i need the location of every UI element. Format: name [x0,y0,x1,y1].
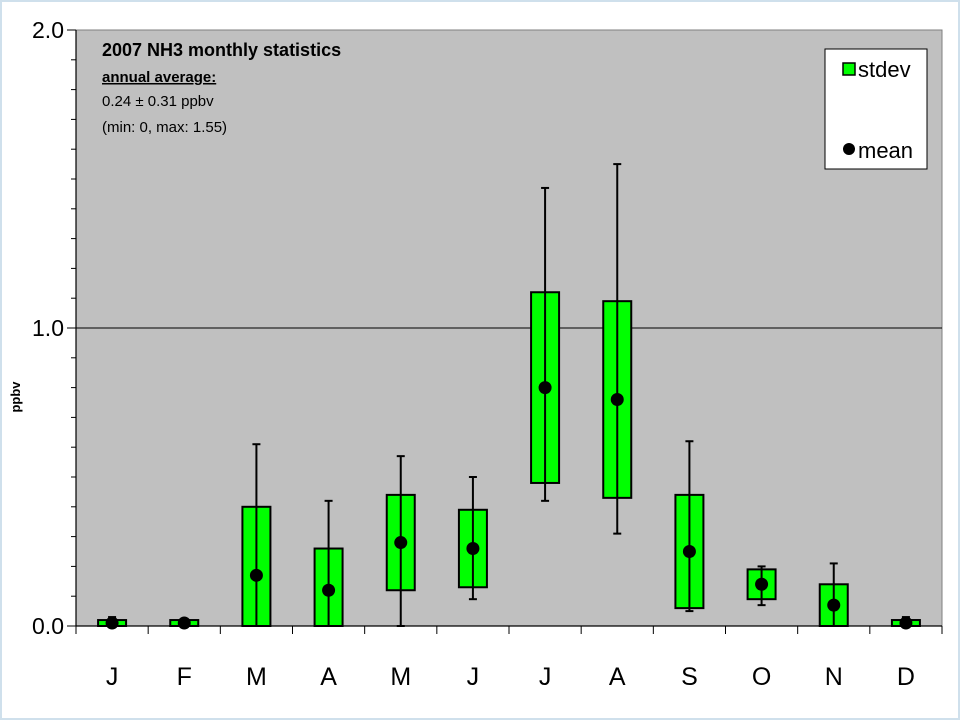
legend-mean-label: mean [858,138,913,163]
legend-stdev-swatch [842,62,856,76]
mean-marker [466,542,480,556]
mean-marker [322,583,336,597]
mean-marker [682,545,696,558]
mean-marker [538,381,552,395]
axes: 0.0 1.0 2.0 J F M A M J J A S O N D [32,17,943,691]
y-tick-label: 1.0 [32,315,64,341]
x-tick-label: A [609,663,626,691]
legend-box [824,48,928,170]
x-tick-label: N [825,663,843,691]
x-tick-label: A [320,663,337,691]
mean-marker [827,598,841,612]
annotation-range: (min: 0, max: 1.55) [102,119,227,136]
x-tick-label: J [106,663,119,691]
chart-title: 2007 NH3 monthly statistics [102,40,341,60]
legend-mean-marker [843,143,855,155]
x-tick-label: F [177,663,192,691]
annotation-box: 2007 NH3 monthly statistics annual avera… [102,40,341,136]
annotation-average: 0.24 ± 0.31 ppbv [102,93,214,110]
x-tick-label: D [897,663,915,691]
mean-marker [610,393,624,407]
y-tick-label: 0.0 [32,613,64,639]
x-tick-label: J [539,663,552,691]
mean-marker [755,577,769,591]
x-tick-label: O [752,663,771,691]
mean-marker [177,616,191,630]
mean-marker [105,616,119,630]
x-tick-label: J [467,663,480,691]
mean-marker [249,568,263,582]
mean-marker [899,616,913,630]
y-tick-label: 2.0 [32,17,64,43]
legend-stdev-label: stdev [858,57,911,82]
annotation-subtitle: annual average: [102,69,216,86]
x-tick-label: M [246,663,267,691]
mean-marker [394,536,408,550]
legend: stdev mean [824,48,928,170]
y-axis-label: ppbv [8,381,23,413]
x-tick-label: M [390,663,411,691]
x-tick-label: S [681,663,698,691]
